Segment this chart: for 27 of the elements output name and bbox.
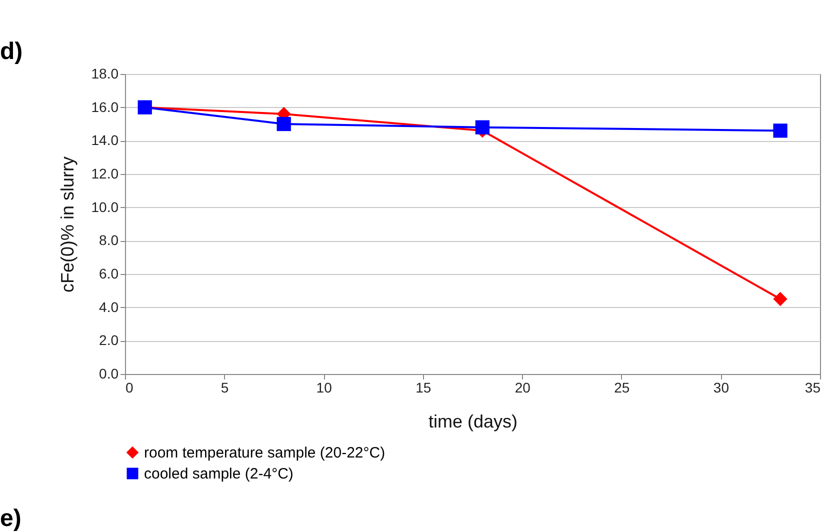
y-tick-label: 6.0 xyxy=(99,266,119,282)
x-tick-label: 35 xyxy=(804,380,821,396)
x-tick-label: 0 xyxy=(126,380,134,396)
y-tick-label: 16.0 xyxy=(91,98,119,115)
y-tick-label: 4.0 xyxy=(99,298,119,315)
x-tick-label: 30 xyxy=(713,380,730,396)
y-tick-label: 2.0 xyxy=(99,332,119,348)
text: e) xyxy=(0,505,22,532)
y-tick-label: 14.0 xyxy=(91,132,119,148)
x-tick-label: 20 xyxy=(514,380,531,396)
legend-label: room temperature sample (20-22°C) xyxy=(144,444,386,462)
y-axis-title: cFe(0)% in slurry xyxy=(57,156,78,293)
y-tick-label: 8.0 xyxy=(99,232,119,248)
x-axis-title: time (days) xyxy=(428,412,518,432)
text: d) xyxy=(0,38,23,65)
x-tick-label: 25 xyxy=(614,380,630,396)
legend-label: cooled sample (2-4°C) xyxy=(144,466,294,482)
y-tick-label: 10.0 xyxy=(91,198,119,215)
x-tick-label: 10 xyxy=(316,380,332,396)
y-tick-label: 18.0 xyxy=(91,66,119,82)
point xyxy=(773,124,788,138)
point xyxy=(773,292,788,306)
x-tick-label: 15 xyxy=(416,380,432,396)
x-tick-label: 5 xyxy=(220,380,229,396)
y-tick-label: 0.0 xyxy=(99,366,119,382)
y-tick-label: 12.0 xyxy=(91,166,119,182)
point xyxy=(276,116,291,132)
